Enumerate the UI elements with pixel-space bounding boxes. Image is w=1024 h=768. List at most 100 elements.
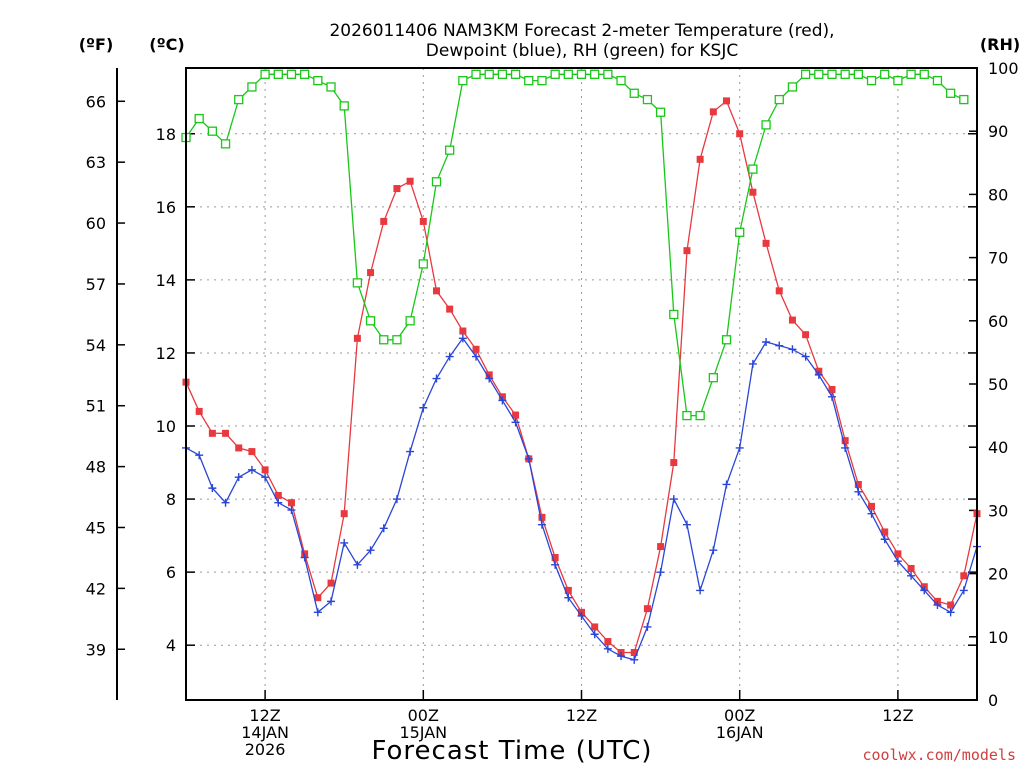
rh-tick-label: 20 bbox=[988, 565, 1008, 584]
temperature-point bbox=[881, 528, 889, 536]
celsius-tick-label: 14 bbox=[156, 271, 176, 290]
fahrenheit-tick-label: 45 bbox=[86, 518, 106, 537]
chart-title-line2: Dewpoint (blue), RH (green) for KSJC bbox=[426, 41, 738, 61]
temperature-point bbox=[788, 316, 796, 324]
dewpoint-point bbox=[696, 586, 705, 595]
rh-point bbox=[761, 120, 771, 130]
dewpoint-point bbox=[669, 495, 678, 504]
temperature-point bbox=[406, 177, 414, 185]
temperature-point bbox=[828, 385, 836, 393]
temperature-point bbox=[947, 601, 955, 609]
rh-point bbox=[273, 69, 283, 79]
rh-point bbox=[445, 145, 455, 155]
rh-point bbox=[748, 164, 758, 174]
temperature-point bbox=[868, 502, 876, 510]
dewpoint-point bbox=[617, 652, 626, 661]
rh-point bbox=[695, 410, 705, 421]
dewpoint-point bbox=[274, 498, 283, 507]
rh-point bbox=[537, 75, 547, 86]
series-layer bbox=[181, 69, 981, 664]
rh-point bbox=[880, 69, 890, 79]
rh-point bbox=[260, 69, 270, 79]
rh-tick-label: 60 bbox=[988, 312, 1008, 331]
dewpoint-point bbox=[353, 560, 362, 569]
rh-tick-label: 70 bbox=[988, 249, 1008, 268]
rh-point bbox=[497, 69, 508, 79]
dewpoint-point bbox=[379, 524, 388, 533]
temperature-point bbox=[894, 550, 902, 558]
rh-point bbox=[853, 69, 863, 79]
temperature-point bbox=[432, 287, 440, 295]
dewpoint-point bbox=[234, 473, 243, 482]
rh-tick-label: 10 bbox=[988, 628, 1008, 647]
rh-point bbox=[379, 335, 389, 345]
temperature-point bbox=[393, 185, 401, 193]
dewpoint-point bbox=[630, 655, 639, 664]
dewpoint-point bbox=[458, 334, 467, 343]
rh-point bbox=[945, 88, 956, 98]
rh-point bbox=[840, 69, 850, 79]
temperature-point bbox=[709, 108, 717, 116]
rh-point bbox=[313, 75, 323, 86]
celsius-tick-label: 12 bbox=[156, 344, 176, 363]
dewpoint-point bbox=[801, 352, 810, 361]
dewpoint-point bbox=[775, 341, 784, 350]
dewpoint-point bbox=[709, 546, 718, 555]
dewpoint-point bbox=[485, 374, 494, 383]
fahrenheit-tick-label: 63 bbox=[86, 153, 106, 172]
dewpoint-point bbox=[577, 611, 586, 620]
temperature-point bbox=[591, 623, 599, 631]
dewpoint-point bbox=[208, 484, 217, 493]
temperature-point bbox=[222, 429, 230, 437]
rh-point bbox=[392, 335, 402, 345]
rh-point bbox=[590, 69, 600, 79]
temperature-point bbox=[551, 554, 559, 562]
rh-point bbox=[906, 69, 916, 79]
temperature-point bbox=[670, 459, 678, 467]
dewpoint-point bbox=[880, 535, 889, 544]
rh-point bbox=[471, 69, 481, 79]
temperature-point bbox=[208, 429, 216, 437]
dewpoint-point bbox=[722, 480, 731, 489]
dewpoint-point bbox=[959, 586, 968, 595]
temperature-point bbox=[802, 331, 810, 339]
fahrenheit-tick-label: 57 bbox=[86, 275, 106, 294]
dewpoint-point bbox=[854, 487, 863, 496]
rh-point bbox=[642, 94, 653, 105]
rh-tick-label: 80 bbox=[988, 185, 1008, 204]
dewpoint-point bbox=[524, 454, 533, 463]
dewpoint-point bbox=[406, 447, 415, 456]
time-tick-label: 12Z bbox=[566, 706, 597, 725]
temperature-point bbox=[512, 411, 520, 419]
dewpoint-point bbox=[261, 473, 270, 482]
time-tick-label: 2026 bbox=[245, 740, 286, 759]
fahrenheit-tick-label: 66 bbox=[86, 92, 106, 111]
time-tick-label: 00Z bbox=[408, 706, 439, 725]
dewpoint-point bbox=[300, 553, 309, 562]
time-tick-label: 15JAN bbox=[399, 723, 447, 742]
rh-point bbox=[405, 316, 415, 326]
fahrenheit-tick-label: 51 bbox=[86, 397, 106, 416]
rh-point bbox=[827, 69, 837, 79]
temperature-point bbox=[564, 586, 572, 594]
dewpoint-point bbox=[511, 418, 520, 427]
rh-point bbox=[510, 69, 521, 79]
dewpoint-point bbox=[603, 644, 612, 653]
rh-point bbox=[563, 69, 573, 79]
temperature-point bbox=[314, 594, 322, 602]
dewpoint-point bbox=[788, 345, 797, 354]
dewpoint-point bbox=[893, 557, 902, 566]
temperature-point bbox=[195, 407, 203, 415]
temperature-point bbox=[604, 638, 612, 646]
rh-point bbox=[919, 69, 929, 79]
temperature-point bbox=[274, 491, 282, 499]
temperature-point bbox=[841, 437, 849, 445]
temperature-point bbox=[749, 188, 757, 196]
dewpoint-point bbox=[643, 622, 652, 631]
rh-point bbox=[458, 75, 468, 86]
time-tick-label: 16JAN bbox=[716, 723, 764, 742]
rh-tick-label: 30 bbox=[988, 501, 1008, 520]
dewpoint-point bbox=[551, 560, 560, 569]
rh-point bbox=[194, 113, 204, 124]
